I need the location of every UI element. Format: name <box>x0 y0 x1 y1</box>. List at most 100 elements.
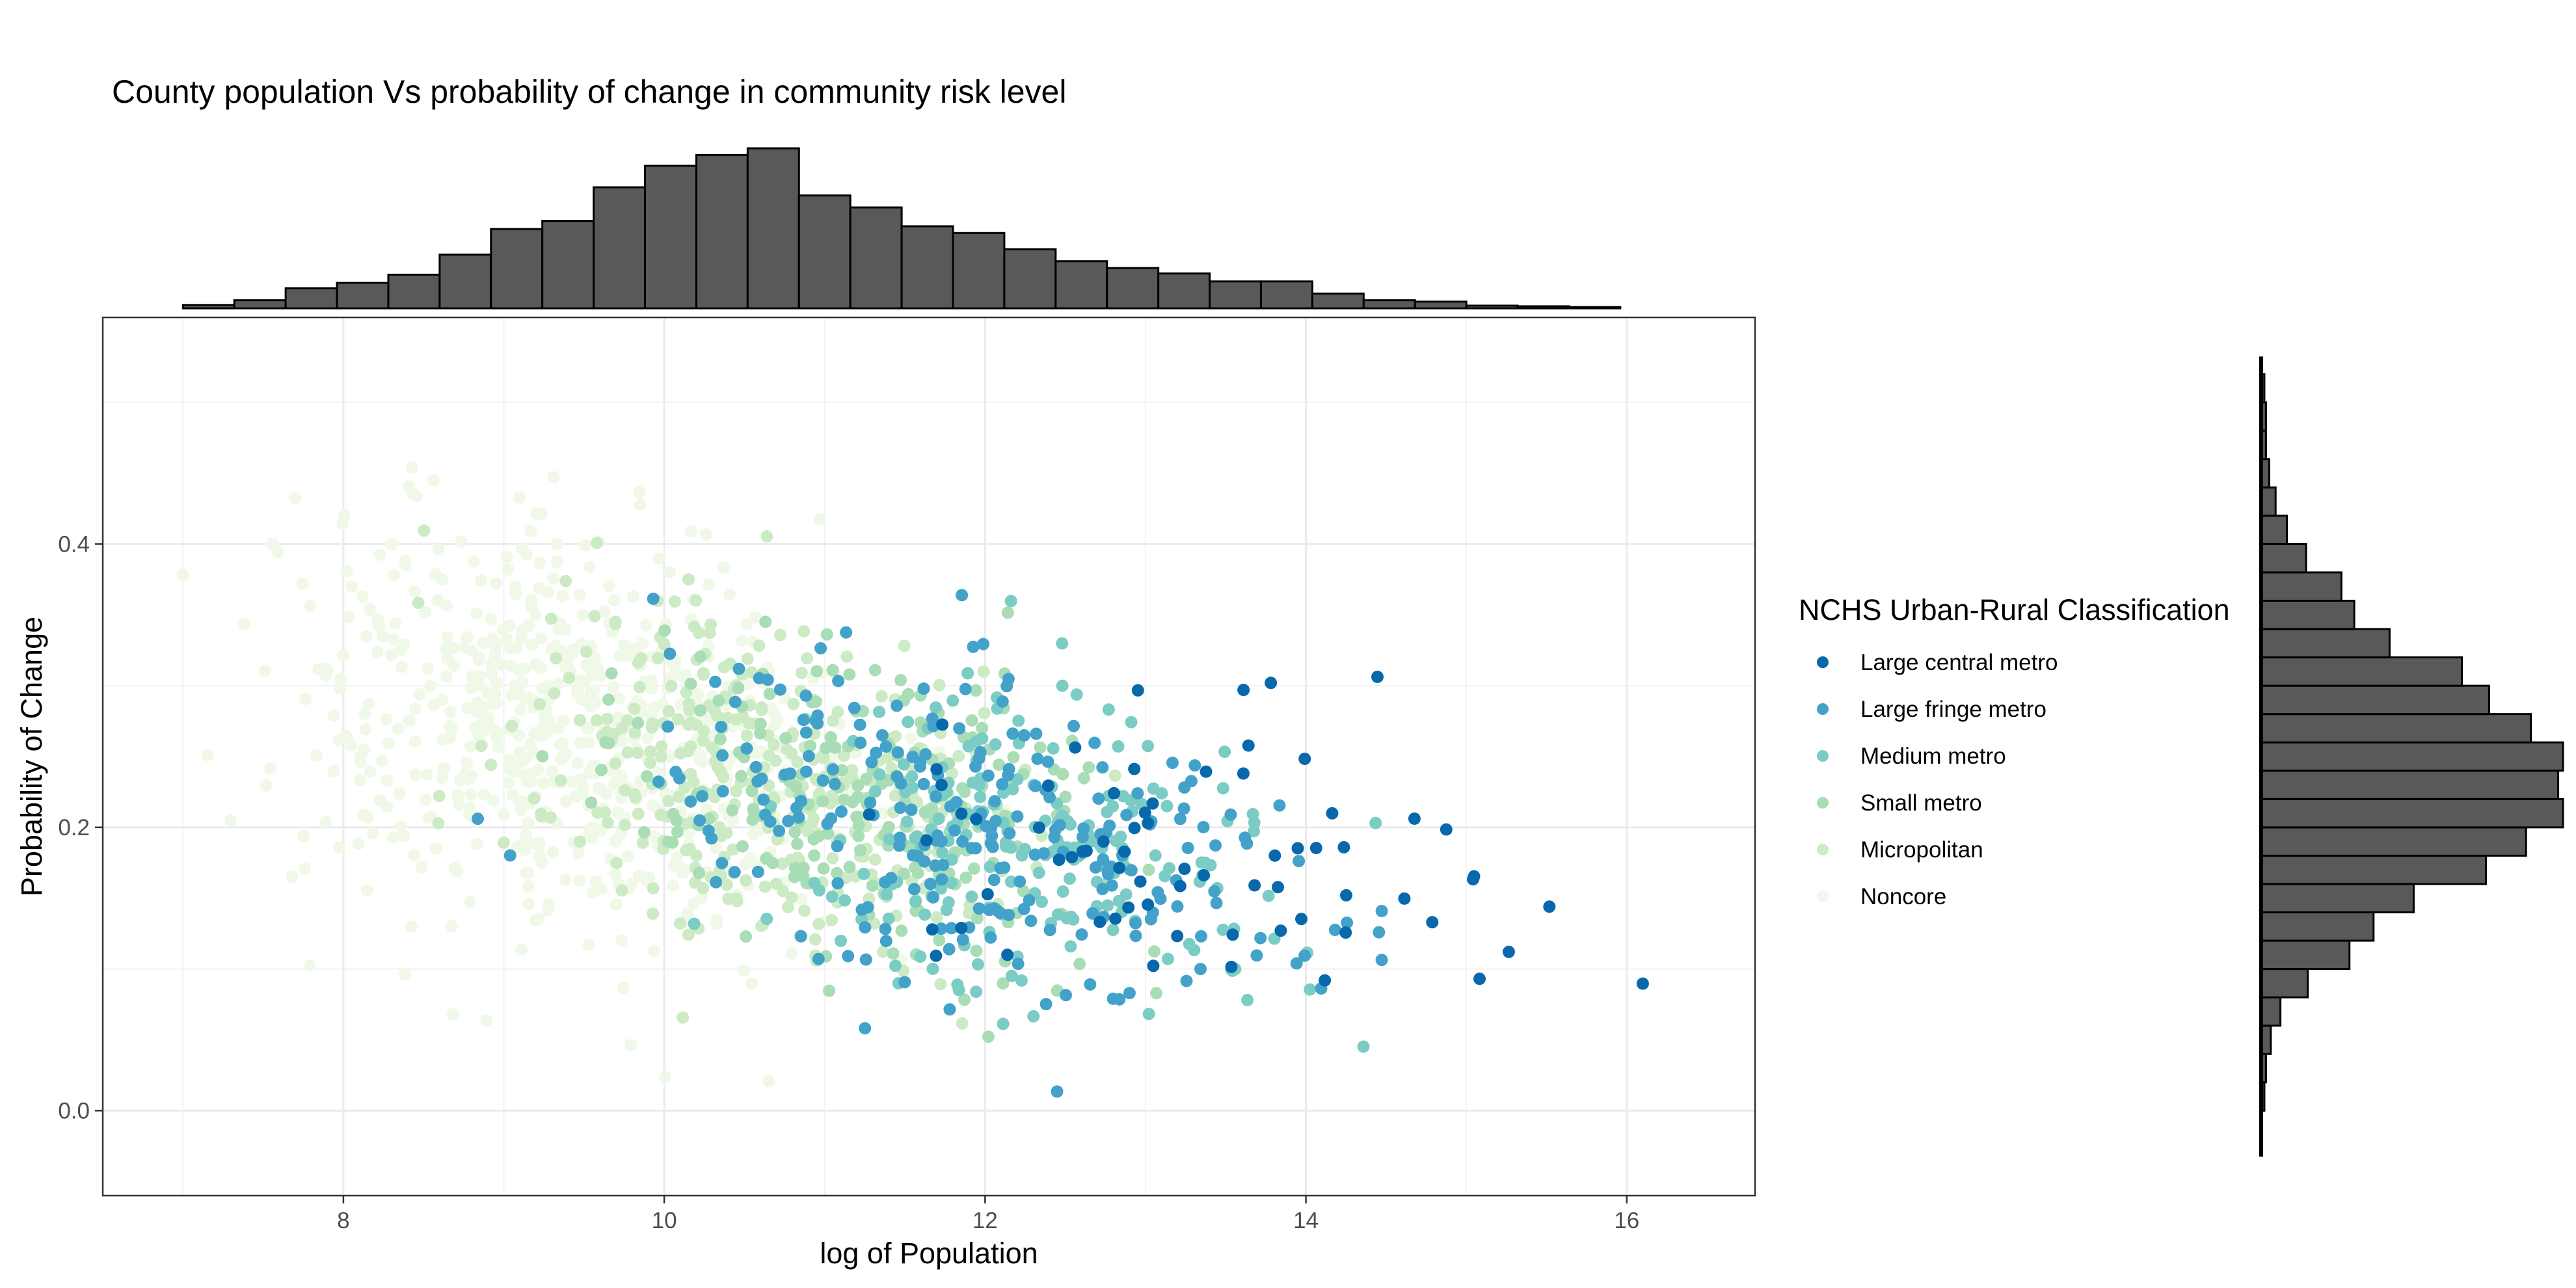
scatter-point <box>405 920 418 933</box>
legend-label: Small metro <box>1860 790 1982 816</box>
scatter-point <box>926 923 939 936</box>
scatter-point <box>1161 799 1174 812</box>
y-histogram-bar <box>2260 571 2342 602</box>
scatter-point <box>297 829 310 842</box>
scatter-point <box>688 917 701 930</box>
x-histogram-bar <box>1362 299 1416 310</box>
scatter-point <box>1047 742 1060 755</box>
scatter-point <box>826 763 839 776</box>
scatter-point <box>826 852 839 865</box>
scatter-point <box>1015 849 1028 862</box>
scatter-point <box>359 723 372 736</box>
scatter-point <box>567 643 580 656</box>
scatter-point <box>853 718 866 731</box>
scatter-point <box>704 618 718 631</box>
scatter-point <box>585 685 597 698</box>
scatter-point <box>495 658 508 671</box>
y-histogram-bar <box>2260 515 2288 545</box>
x-histogram-bar <box>900 225 954 310</box>
scatter-point <box>969 842 982 855</box>
scatter-point <box>791 837 804 850</box>
scatter-point <box>930 911 943 924</box>
x-tick-label: 8 <box>337 1208 349 1233</box>
legend-key <box>1817 844 1829 855</box>
scatter-point <box>1375 954 1388 967</box>
scatter-point <box>1543 900 1556 913</box>
scatter-point <box>850 811 863 824</box>
y-histogram-bar <box>2260 826 2527 857</box>
scatter-point <box>1248 816 1261 829</box>
scatter-point <box>1272 881 1284 894</box>
scatter-point <box>891 699 904 712</box>
scatter-point <box>617 639 630 652</box>
scatter-point <box>1209 839 1222 852</box>
scatter-point <box>825 891 839 903</box>
scatter-point <box>394 644 407 656</box>
scatter-point <box>971 912 984 925</box>
scatter-point <box>782 814 795 827</box>
scatter-point <box>909 895 922 908</box>
scatter-point <box>740 930 753 943</box>
scatter-point <box>586 886 599 899</box>
scatter-point <box>475 740 488 753</box>
scatter-point <box>424 679 437 692</box>
scatter-point <box>1440 823 1453 836</box>
scatter-point <box>1154 892 1167 906</box>
scatter-point <box>897 758 910 771</box>
scatter-point <box>828 777 841 790</box>
scatter-point <box>876 729 889 742</box>
scatter-point <box>465 769 478 782</box>
scatter-point <box>394 820 407 833</box>
x-histogram-bar <box>541 220 595 310</box>
scatter-point <box>490 697 503 710</box>
scatter-point <box>538 710 551 723</box>
scatter-point <box>451 865 464 878</box>
x-tick-label: 16 <box>1614 1208 1639 1233</box>
scatter-point <box>1118 845 1131 858</box>
scatter-point <box>902 688 915 701</box>
scatter-point <box>431 594 444 607</box>
scatter-point <box>535 810 548 823</box>
scatter-point <box>1339 926 1352 939</box>
scatter-point <box>838 793 851 806</box>
scatter-point <box>1112 740 1125 753</box>
scatter-point <box>1248 879 1261 892</box>
scatter-point <box>839 894 852 907</box>
scatter-point <box>658 638 671 651</box>
scatter-point <box>352 837 365 850</box>
scatter-point <box>898 976 911 989</box>
scatter-point <box>1273 799 1286 812</box>
scatter-point <box>628 643 641 655</box>
scatter-point <box>1149 849 1162 862</box>
scatter-point <box>945 922 958 935</box>
scatter-point <box>749 611 762 624</box>
x-histogram-bar <box>1465 304 1519 310</box>
scatter-point <box>609 757 622 770</box>
x-histogram-bar <box>593 186 647 310</box>
scatter-point <box>1326 807 1339 820</box>
y-histogram-bar <box>2260 911 2375 942</box>
scatter-point <box>716 857 729 870</box>
scatter-point <box>611 769 624 782</box>
scatter-point <box>503 849 517 862</box>
scatter-point <box>485 658 498 671</box>
scatter-point <box>940 904 953 917</box>
scatter-point <box>809 695 822 708</box>
scatter-point <box>797 714 810 727</box>
scatter-point <box>720 827 733 840</box>
scatter-point <box>1180 974 1193 987</box>
scatter-point <box>354 774 367 787</box>
scatter-point <box>955 922 968 934</box>
scatter-point <box>690 849 703 862</box>
scatter-point <box>505 660 518 673</box>
scatter-point <box>1001 948 1014 961</box>
scatter-point <box>535 729 548 742</box>
scatter-point <box>1060 989 1072 1002</box>
scatter-point <box>639 619 652 632</box>
x-histogram-bar <box>849 206 903 310</box>
scatter-point <box>740 618 753 630</box>
scatter-point <box>529 658 542 671</box>
scatter-point <box>831 705 844 718</box>
scatter-point <box>1174 812 1187 825</box>
scatter-point <box>332 734 345 747</box>
